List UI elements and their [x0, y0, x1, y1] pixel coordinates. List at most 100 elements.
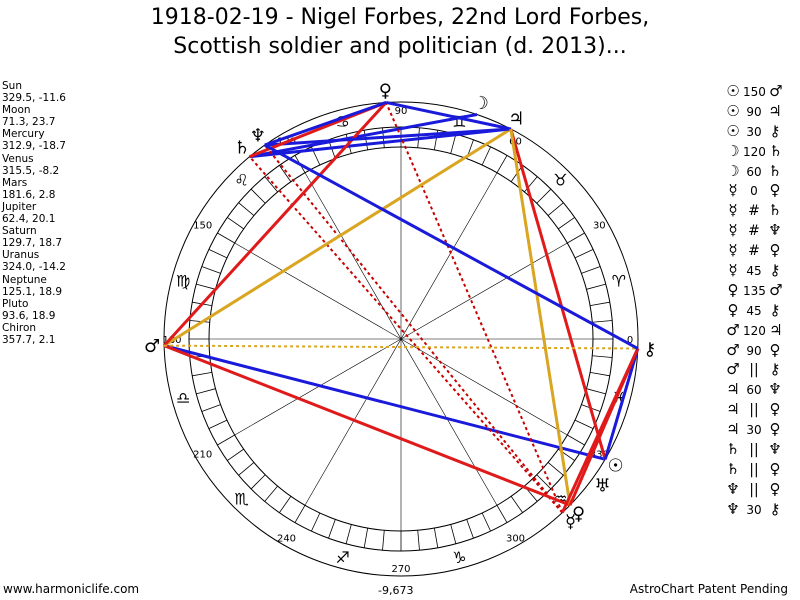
band-tick	[481, 512, 491, 532]
degree-label: 0	[627, 335, 633, 346]
band-tick	[481, 146, 491, 166]
band-tick	[264, 176, 278, 193]
band-tick	[238, 202, 255, 216]
aspect-type: 45	[746, 303, 762, 318]
planet-coords-sun: 329.5, -11.6	[2, 92, 66, 105]
band-tick	[466, 519, 474, 539]
band-tick	[363, 528, 369, 548]
degree-label: 330	[590, 450, 609, 461]
aspect-row: ♆ || ♀	[725, 480, 784, 500]
planet-coords-moon: 71.3, 23.7	[2, 116, 56, 129]
aspect-planet1-glyph: ☿	[728, 201, 738, 220]
band-tick	[590, 371, 610, 377]
aspect-type: 120	[743, 323, 766, 338]
aspect-type: ||	[749, 402, 759, 419]
aspect-line	[264, 143, 639, 350]
band-tick	[279, 496, 292, 513]
outer-ring	[163, 101, 639, 577]
aspect-planet2-glyph: ♄	[768, 161, 782, 180]
footer-number: -9,673	[378, 584, 414, 597]
degree-label: 30	[593, 221, 606, 232]
planet-glyph: ♀	[572, 504, 585, 525]
aspect-row: ♂ 120 ♃	[725, 321, 784, 341]
band-tick	[590, 301, 610, 307]
aspect-type: ||	[749, 461, 759, 478]
aspect-planet1-glyph: ☿	[728, 241, 738, 260]
zodiac-sign-glyph: ♈	[612, 272, 626, 291]
aspect-row: ♃ || ♀	[725, 400, 784, 420]
band-tick	[250, 474, 266, 490]
aspect-planet1-glyph: ☿	[728, 221, 738, 240]
aspect-planet2-glyph: ♂	[769, 280, 783, 299]
aspect-planet1-glyph: ♃	[726, 400, 740, 419]
aspect-line	[509, 128, 607, 460]
aspect-planet1-glyph: ☽	[726, 161, 740, 180]
aspect-planet1-glyph: ☽	[726, 141, 740, 160]
aspect-row: ☿ 45 ⚷	[725, 261, 784, 281]
planet-name-venus: Venus	[2, 152, 34, 165]
band-tick	[382, 530, 385, 551]
band-tick	[217, 232, 235, 244]
aspect-row: ☿ 0 ♀	[725, 181, 784, 201]
band-tick	[496, 505, 508, 523]
aspect-type: #	[748, 223, 760, 240]
aspect-type: 150	[743, 85, 766, 99]
aspect-row: ☽ 60 ♄	[725, 162, 784, 182]
aspect-planet2-glyph: ♆	[768, 221, 782, 240]
band-tick	[363, 130, 369, 150]
aspect-line	[164, 344, 638, 350]
aspect-type: 120	[743, 144, 766, 159]
planet-glyph: ☉	[607, 455, 623, 476]
aspect-row: ♀ 45 ⚷	[725, 301, 784, 321]
band-tick	[450, 134, 457, 154]
band-tick	[510, 496, 523, 513]
aspect-planet1-glyph: ♂	[726, 340, 740, 359]
planet-glyph: ♂	[144, 336, 160, 357]
planet-coords-pluto: 93.6, 18.9	[2, 309, 56, 322]
degree-label: 270	[391, 564, 410, 575]
band-tick	[192, 371, 212, 377]
band-tick	[189, 320, 210, 323]
degree-label: 240	[277, 533, 296, 544]
aspect-row: ☿ # ♀	[725, 241, 784, 261]
zodiac-sign-glyph: ♐	[335, 548, 349, 567]
band-tick	[536, 474, 552, 490]
aspect-planet1-glyph: ☉	[726, 101, 740, 120]
band-tick	[328, 519, 336, 539]
aspect-line	[385, 101, 512, 131]
planet-coords-saturn: 129.7, 18.7	[2, 237, 63, 250]
aspect-planet2-glyph: ♃	[768, 101, 782, 120]
band-tick	[227, 217, 244, 230]
aspect-row: ♀ 135 ♂	[725, 281, 784, 301]
band-tick	[227, 448, 244, 461]
band-tick	[217, 434, 235, 446]
aspect-planet2-glyph: ♀	[769, 340, 781, 359]
zodiac-sign-glyph: ♊	[452, 112, 466, 131]
planet-glyph: ⚷	[643, 339, 656, 360]
band-tick	[592, 320, 613, 323]
aspect-line	[264, 127, 511, 147]
planet-name-neptune: Neptune	[2, 273, 47, 286]
aspect-type: 60	[746, 383, 762, 398]
planet-coords-uranus: 324.0, -14.2	[2, 261, 66, 274]
zodiac-sign-glyph: ♑	[452, 548, 466, 567]
aspect-row: ♃ 60 ♆	[725, 380, 784, 400]
aspect-planet2-glyph: ♀	[769, 400, 781, 419]
aspect-planet1-glyph: ☉	[726, 121, 740, 140]
aspect-type: #	[748, 243, 760, 260]
band-tick	[450, 524, 457, 544]
aspect-line	[249, 127, 511, 159]
aspect-planet1-glyph: ♄	[726, 459, 740, 478]
aspect-type: 30	[746, 124, 762, 139]
band-tick	[574, 419, 594, 429]
planet-name-uranus: Uranus	[2, 249, 40, 262]
aspect-row: ♂ 90 ♀	[725, 341, 784, 361]
planet-name-jupiter: Jupiter	[2, 200, 37, 213]
aspect-type: 30	[746, 423, 762, 438]
band-tick	[208, 249, 228, 259]
aspect-line	[248, 155, 564, 514]
aspect-row: ☉ 90 ♃	[725, 102, 784, 122]
aspect-row: ☉ 30 ⚷	[725, 122, 784, 142]
planet-name-sun: Sun	[2, 80, 22, 92]
